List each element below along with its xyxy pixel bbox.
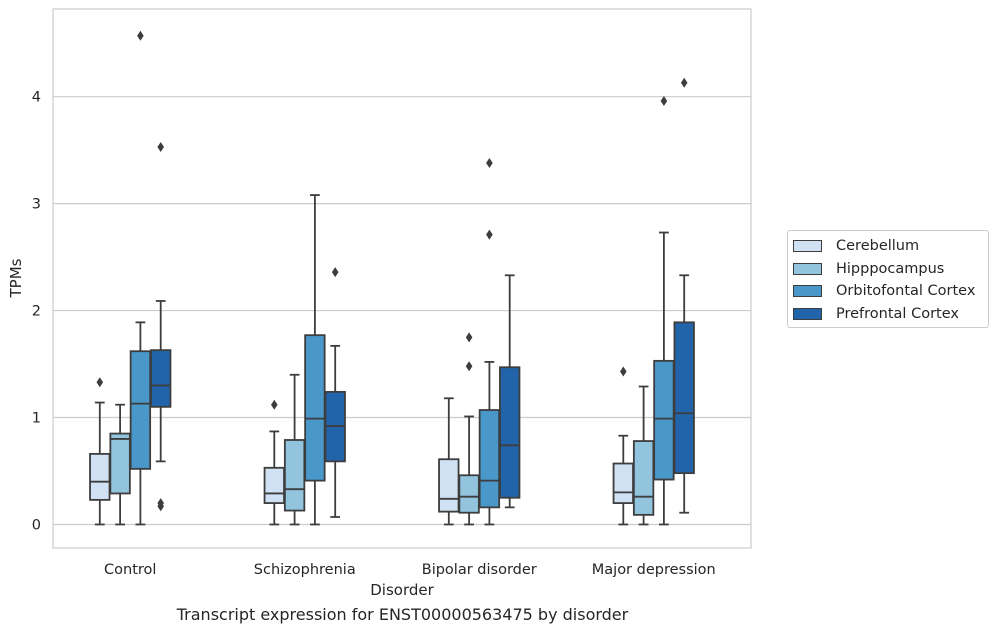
box-hipppocampus (632, 385, 655, 526)
legend-label: Prefrontal Cortex (836, 305, 959, 322)
box-iqr (673, 321, 695, 475)
outlier-point (465, 361, 473, 372)
box-iqr (612, 462, 634, 504)
outlier-point (157, 498, 164, 509)
outlier-point (157, 141, 164, 152)
box-iqr (109, 432, 131, 495)
box-orbitofontal-cortex (129, 30, 152, 526)
box-prefrontal-cortex (324, 267, 346, 518)
legend-swatch (793, 307, 822, 320)
legend-item: Hipppocampus (788, 258, 988, 281)
outlier-point (96, 377, 104, 388)
outlier-point (465, 332, 473, 343)
box-iqr (478, 409, 501, 509)
box-orbitofontal-cortex (478, 158, 501, 526)
outlier-point (137, 30, 144, 41)
legend-swatch (793, 240, 822, 253)
box-hipppocampus (458, 332, 480, 526)
legend: Cerebellum Hipppocampus Orbitofontal Corte… (787, 230, 989, 328)
legend-label: Orbitofontal Cortex (836, 283, 976, 300)
outlier-point (486, 158, 493, 168)
box-iqr (632, 440, 655, 516)
box-cerebellum (89, 377, 111, 526)
box-iqr (304, 334, 326, 482)
legend-swatch (793, 285, 822, 298)
box-iqr (89, 452, 111, 501)
y-tick-label: 4 (32, 90, 41, 106)
grid-lines (53, 96, 751, 526)
box-prefrontal-cortex (150, 141, 172, 512)
x-tick-labels: Control Schizophrenia Bipolar disorder Majo… (104, 562, 716, 578)
x-tick-label: Control (104, 562, 156, 578)
legend-swatch (793, 262, 822, 275)
legend-label: Hipppocampus (836, 260, 945, 277)
y-tick-label: 1 (32, 411, 41, 427)
box-iqr (129, 350, 152, 470)
box-iqr (653, 359, 675, 481)
figure-caption: Transcript expression for ENST0000056347… (176, 605, 629, 624)
box-iqr (263, 466, 285, 504)
legend-label: Cerebellum (836, 238, 920, 255)
x-axis-label: Disorder (370, 581, 434, 599)
outlier-point (271, 399, 278, 410)
y-axis-label: TPMs (7, 258, 25, 298)
y-tick-label: 2 (32, 304, 41, 320)
outlier-point (660, 95, 668, 106)
y-tick-label: 0 (32, 517, 41, 533)
y-tick-label: 3 (32, 197, 41, 213)
box-orbitofontal-cortex (653, 95, 675, 526)
box-prefrontal-cortex (673, 77, 695, 514)
x-tick-label: Schizophrenia (254, 562, 356, 578)
box-iqr (458, 474, 480, 514)
legend-item: Orbitofontal Cortex (788, 280, 988, 303)
box-iqr (438, 458, 460, 513)
box-iqr (283, 439, 306, 512)
box-iqr (150, 349, 172, 408)
legend-item: Prefrontal Cortex (788, 303, 988, 326)
outlier-point (620, 366, 627, 377)
x-tick-label: Major depression (592, 562, 716, 578)
outlier-point (331, 267, 339, 278)
outlier-point (486, 229, 493, 240)
boxes (89, 30, 695, 526)
box-iqr (499, 366, 521, 499)
box-prefrontal-cortex (499, 274, 521, 509)
outlier-point (680, 77, 688, 88)
x-tick-label: Bipolar disorder (422, 562, 537, 578)
legend-item: Cerebellum (788, 235, 988, 258)
y-tick-labels: 0 1 2 3 4 (32, 90, 41, 534)
box-cerebellum (438, 397, 460, 526)
